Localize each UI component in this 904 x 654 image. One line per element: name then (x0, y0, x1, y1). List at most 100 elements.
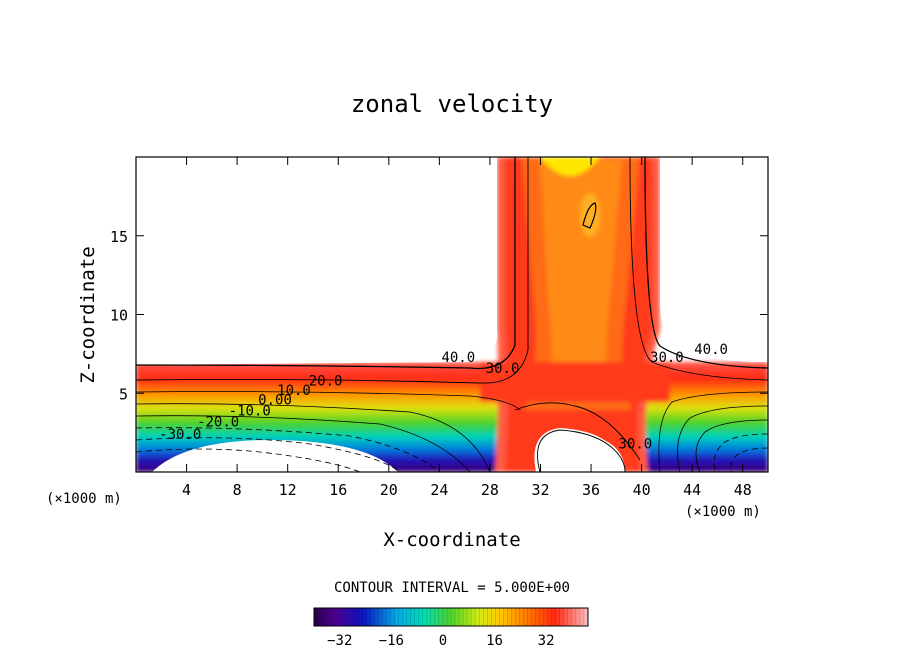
contour-label: -10.0 (229, 403, 271, 419)
colorbar-swatch (543, 608, 549, 626)
colorbar-swatch (571, 608, 577, 626)
colorbar-swatch (386, 608, 392, 626)
colorbar-swatch (382, 608, 388, 626)
band-jet-blend (480, 362, 670, 402)
colorbar-swatch (527, 608, 533, 626)
colorbar-tick-label: 0 (439, 633, 447, 649)
colorbar-swatch (410, 608, 416, 626)
colorbar-swatch (547, 608, 553, 626)
x-tick-label: 12 (279, 481, 297, 499)
jet-secondary-peak (580, 193, 600, 237)
colorbar-swatch (430, 608, 436, 626)
contour-label: 30.0 (650, 350, 684, 366)
x-tick-label: 4 (182, 481, 191, 499)
x-ticks: 4 8 12 16 20 24 28 32 36 40 44 48 (182, 157, 752, 499)
colorbar-swatch (487, 608, 492, 626)
contour-label: 10.0 (277, 383, 311, 399)
colorbar-swatch (398, 608, 404, 626)
colorbar-swatch (463, 608, 468, 626)
colorbar-swatch (338, 608, 343, 626)
colorbar-swatch (418, 608, 424, 626)
colorbar-swatch (467, 608, 472, 626)
contour-label: -30.0 (159, 427, 201, 443)
colorbar-swatch (422, 608, 428, 626)
colorbar-swatch (342, 608, 347, 626)
y-tick-label: 10 (110, 307, 128, 325)
x-tick-label: 40 (633, 481, 651, 499)
x-tick-label: 16 (329, 481, 347, 499)
jet-column-inner (540, 160, 622, 395)
jet-peak (540, 157, 600, 176)
colorbar-swatch (511, 608, 516, 626)
white-region-left (136, 157, 498, 365)
colorbar-swatch (446, 608, 452, 626)
colorbar-swatch (479, 608, 484, 626)
contour-labels: 40.0 30.0 30.0 40.0 20.010.00.00-10.0-20.0-3… (159, 342, 728, 453)
colorbar-tick-label: −16 (379, 633, 404, 649)
contour-field (136, 157, 768, 472)
colorbar-swatch (507, 608, 512, 626)
colorbar-swatch (491, 608, 496, 626)
x-tick-label: 36 (582, 481, 600, 499)
colorbar-swatch (334, 608, 339, 626)
y-tick-label: 15 (110, 228, 128, 246)
x-tick-label: 20 (380, 481, 398, 499)
colorbar-swatch (559, 608, 565, 626)
x-tick-label: 8 (233, 481, 242, 499)
x-tick-label: 48 (734, 481, 752, 499)
colorbar-swatch (426, 608, 432, 626)
colorbar-swatch (483, 608, 488, 626)
colorbar-swatch (455, 608, 460, 626)
colorbar-swatch (438, 608, 444, 626)
colorbar-swatch (575, 608, 581, 626)
colorbar-swatch (374, 608, 379, 626)
colorbar-swatch (523, 608, 529, 626)
colorbar-swatch (370, 608, 375, 626)
colorbar-swatch (531, 608, 537, 626)
colorbar-swatch (366, 608, 371, 626)
x-tick-label: 32 (531, 481, 549, 499)
colorbar-swatch (442, 608, 448, 626)
x-unit-right: (×1000 m) (685, 504, 761, 520)
white-region-right (660, 157, 768, 362)
colorbar-swatch (358, 608, 363, 626)
colorbar-swatch (322, 608, 327, 626)
x-tick-label: 28 (481, 481, 499, 499)
colorbar-swatch (503, 608, 508, 626)
colorbar-swatch (434, 608, 440, 626)
colorbar-swatch (583, 608, 589, 626)
colorbar-tick-label: 16 (486, 633, 503, 649)
colorbar-swatch (551, 608, 557, 626)
white-region-bottom-left (152, 440, 398, 472)
colorbar-swatch (567, 608, 573, 626)
colorbar-swatch (402, 608, 408, 626)
contour-label: 40.0 (441, 350, 475, 366)
colorbar-tick-label: 32 (538, 633, 555, 649)
colorbar-swatch (495, 608, 500, 626)
colorbar-swatch (406, 608, 412, 626)
colorbar-swatch (326, 608, 331, 626)
colorbar-swatch (535, 608, 541, 626)
colorbar-swatch (318, 608, 323, 626)
colorbar-swatch (330, 608, 335, 626)
colorbar-tick-label: −32 (327, 633, 352, 649)
colorbar (313, 607, 589, 627)
contour-lines (136, 157, 768, 472)
x-axis-label: X-coordinate (383, 529, 520, 551)
colorbar-swatch (471, 608, 476, 626)
colorbar-swatch (350, 608, 355, 626)
colorbar-swatch (451, 608, 456, 626)
colorbar-swatch (394, 608, 400, 626)
colorbar-swatch (314, 608, 319, 626)
contour-label: 20.0 (309, 373, 343, 389)
contour-label: 0.00 (258, 392, 292, 408)
x-unit-left: (×1000 m) (46, 491, 122, 507)
colorbar-frame (313, 607, 589, 627)
contour-label: 30.0 (618, 436, 652, 452)
colorbar-swatch (459, 608, 464, 626)
colorbar-swatch (515, 608, 520, 626)
colorbar-swatch (563, 608, 569, 626)
chart-title: zonal velocity (351, 90, 553, 118)
colorbar-swatch (519, 608, 525, 626)
